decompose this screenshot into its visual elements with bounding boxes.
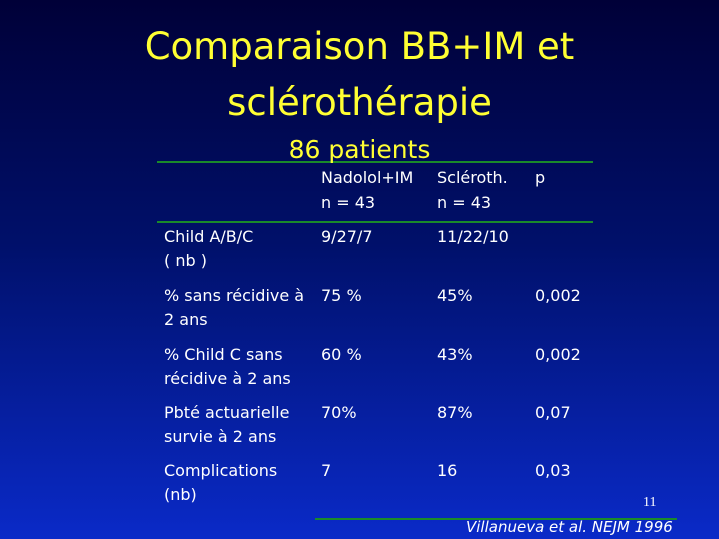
- table-cell: 11/22/10: [437, 227, 509, 246]
- table-cell: 70%: [321, 403, 357, 422]
- table-cell: 0,07: [535, 403, 571, 422]
- table-cell: 0,002: [535, 345, 581, 364]
- slide-subtitle: 86 patients: [288, 135, 431, 164]
- row-label: Pbté actuarielle: [164, 403, 290, 422]
- table-cell: 7: [321, 461, 332, 480]
- table-cell: 43%: [437, 345, 473, 364]
- row-label: Complications: [164, 461, 278, 480]
- page-number: 11: [643, 495, 657, 510]
- slide-title: sclérothérapie: [227, 81, 492, 124]
- row-label: (nb): [164, 485, 197, 504]
- column-header: Nadolol+IM: [321, 168, 414, 187]
- table-rule: [157, 161, 593, 163]
- row-label: Child A/B/C: [164, 227, 254, 246]
- table-cell: 60 %: [321, 345, 362, 364]
- table-cell: 16: [437, 461, 458, 480]
- row-label: % sans récidive à: [164, 286, 305, 305]
- table-cell: 87%: [437, 403, 473, 422]
- table-cell: 0,002: [535, 286, 581, 305]
- table-rule: [157, 221, 593, 223]
- row-label: 2 ans: [164, 310, 208, 329]
- slide-title: Comparaison BB+IM et: [144, 25, 575, 68]
- column-header: Scléroth.: [437, 168, 508, 187]
- row-label: ( nb ): [164, 251, 207, 270]
- table-rule: [315, 518, 677, 520]
- table-cell: 0,03: [535, 461, 571, 480]
- row-label: récidive à 2 ans: [164, 369, 291, 388]
- column-header: n = 43: [437, 193, 492, 212]
- table-cell: 9/27/7: [321, 227, 373, 246]
- column-header: p: [535, 168, 546, 187]
- citation: Villanueva et al. NEJM 1996: [466, 518, 673, 536]
- row-label: % Child C sans: [164, 345, 283, 364]
- row-label: survie à 2 ans: [164, 427, 277, 446]
- column-header: n = 43: [321, 193, 376, 212]
- table-cell: 75 %: [321, 286, 362, 305]
- table-cell: 45%: [437, 286, 473, 305]
